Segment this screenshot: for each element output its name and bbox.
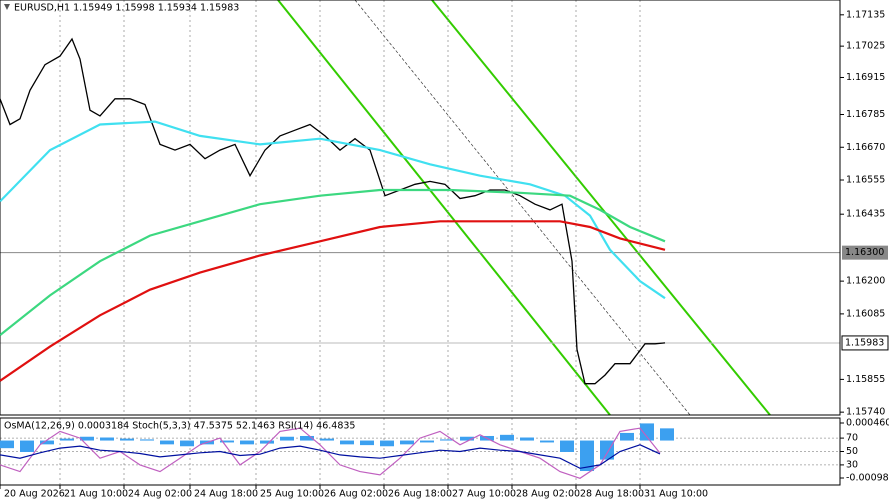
osma-bar [580, 440, 594, 472]
y-tick-label: 1.16785 [846, 109, 885, 120]
osma-bar [280, 436, 294, 441]
osma-bar [80, 436, 94, 441]
osma-bar [260, 440, 274, 444]
x-tick-label: 21 Aug 10:00 [64, 489, 128, 500]
y-tick-label: -0.000983 [846, 472, 889, 483]
osma-bar [420, 440, 434, 443]
x-tick-label: 24 Aug 02:00 [128, 489, 192, 500]
osma-bar [240, 440, 254, 445]
x-tick-label: 20 Aug 2026 [4, 489, 65, 500]
osma-bar [460, 436, 474, 441]
osma-bar [500, 434, 514, 441]
osma-bar [40, 440, 54, 445]
y-tick-label: 1.16435 [846, 209, 885, 220]
osma-bar [540, 440, 554, 443]
osma-bar [340, 440, 354, 445]
y-tick-label: 1.16915 [846, 72, 885, 83]
osma-bar [20, 440, 34, 452]
series-line [0, 220, 666, 382]
x-tick-label: 26 Aug 18:00 [388, 489, 452, 500]
osma-bar [380, 440, 394, 447]
y-tick-label: 1.16555 [846, 175, 885, 186]
y-tick-label: 1.17135 [846, 9, 885, 20]
chart-title: EURUSD,H1 1.15949 1.15998 1.15934 1.1598… [14, 3, 239, 14]
series-line [0, 120, 666, 300]
price-tag [841, 335, 889, 351]
osma-bar [400, 440, 414, 445]
y-tick-label: 0.0004609 [846, 417, 889, 428]
y-tick-label: 1.16670 [846, 142, 885, 153]
channel-line [431, 0, 771, 416]
x-tick-label: 26 Aug 02:00 [324, 489, 388, 500]
x-tick-label: 31 Aug 10:00 [644, 489, 708, 500]
y-tick-label: 1.15855 [846, 374, 885, 385]
y-tick-label: 1.17025 [846, 41, 885, 52]
osma-bar [520, 437, 534, 441]
trend-line [354, 0, 691, 416]
x-tick-label: 28 Aug 02:00 [516, 489, 580, 500]
symbol-icon [4, 4, 10, 10]
osma-bar [160, 440, 174, 445]
osma-bar [440, 439, 454, 441]
osma-bar [180, 440, 194, 447]
osma-bar [600, 440, 614, 460]
x-tick-label: 28 Aug 18:00 [580, 489, 644, 500]
series-line [0, 427, 661, 479]
y2-tick-label: 50 [846, 446, 858, 457]
osma-bar [640, 423, 654, 441]
osma-bar [100, 437, 114, 441]
hline-label: 1.16300 [845, 247, 884, 258]
x-tick-label: 25 Aug 10:00 [260, 489, 324, 500]
y-tick-label: 1.15740 [846, 407, 885, 418]
series-line [0, 37, 666, 385]
price-tag [842, 245, 888, 260]
osma-bar [300, 435, 314, 441]
osma-bar [120, 438, 134, 441]
osma-bar [560, 440, 574, 452]
channel-line [277, 0, 611, 416]
indicator-title: OsMA(12,26,9) 0.0003184 Stoch(5,3,3) 47.… [4, 421, 355, 432]
series-line [0, 188, 666, 337]
y2-tick-label: 70 [846, 433, 858, 444]
osma-bar [320, 438, 334, 441]
y-tick-label: 1.16200 [846, 276, 885, 287]
osma-bar [360, 440, 374, 446]
osma-bar [140, 439, 154, 441]
osma-bar [60, 438, 74, 441]
y2-tick-label: 30 [846, 459, 858, 470]
y-tick-label: 1.16085 [846, 308, 885, 319]
x-tick-label: 24 Aug 18:00 [194, 489, 258, 500]
x-tick-label: 27 Aug 10:00 [452, 489, 516, 500]
osma-bar [220, 440, 234, 443]
osma-bar [620, 432, 634, 441]
panel-frame [0, 0, 841, 416]
osma-bar [0, 440, 14, 449]
series-line [0, 444, 661, 469]
last-price-label: 1.15983 [845, 337, 884, 348]
osma-bar [660, 428, 674, 441]
